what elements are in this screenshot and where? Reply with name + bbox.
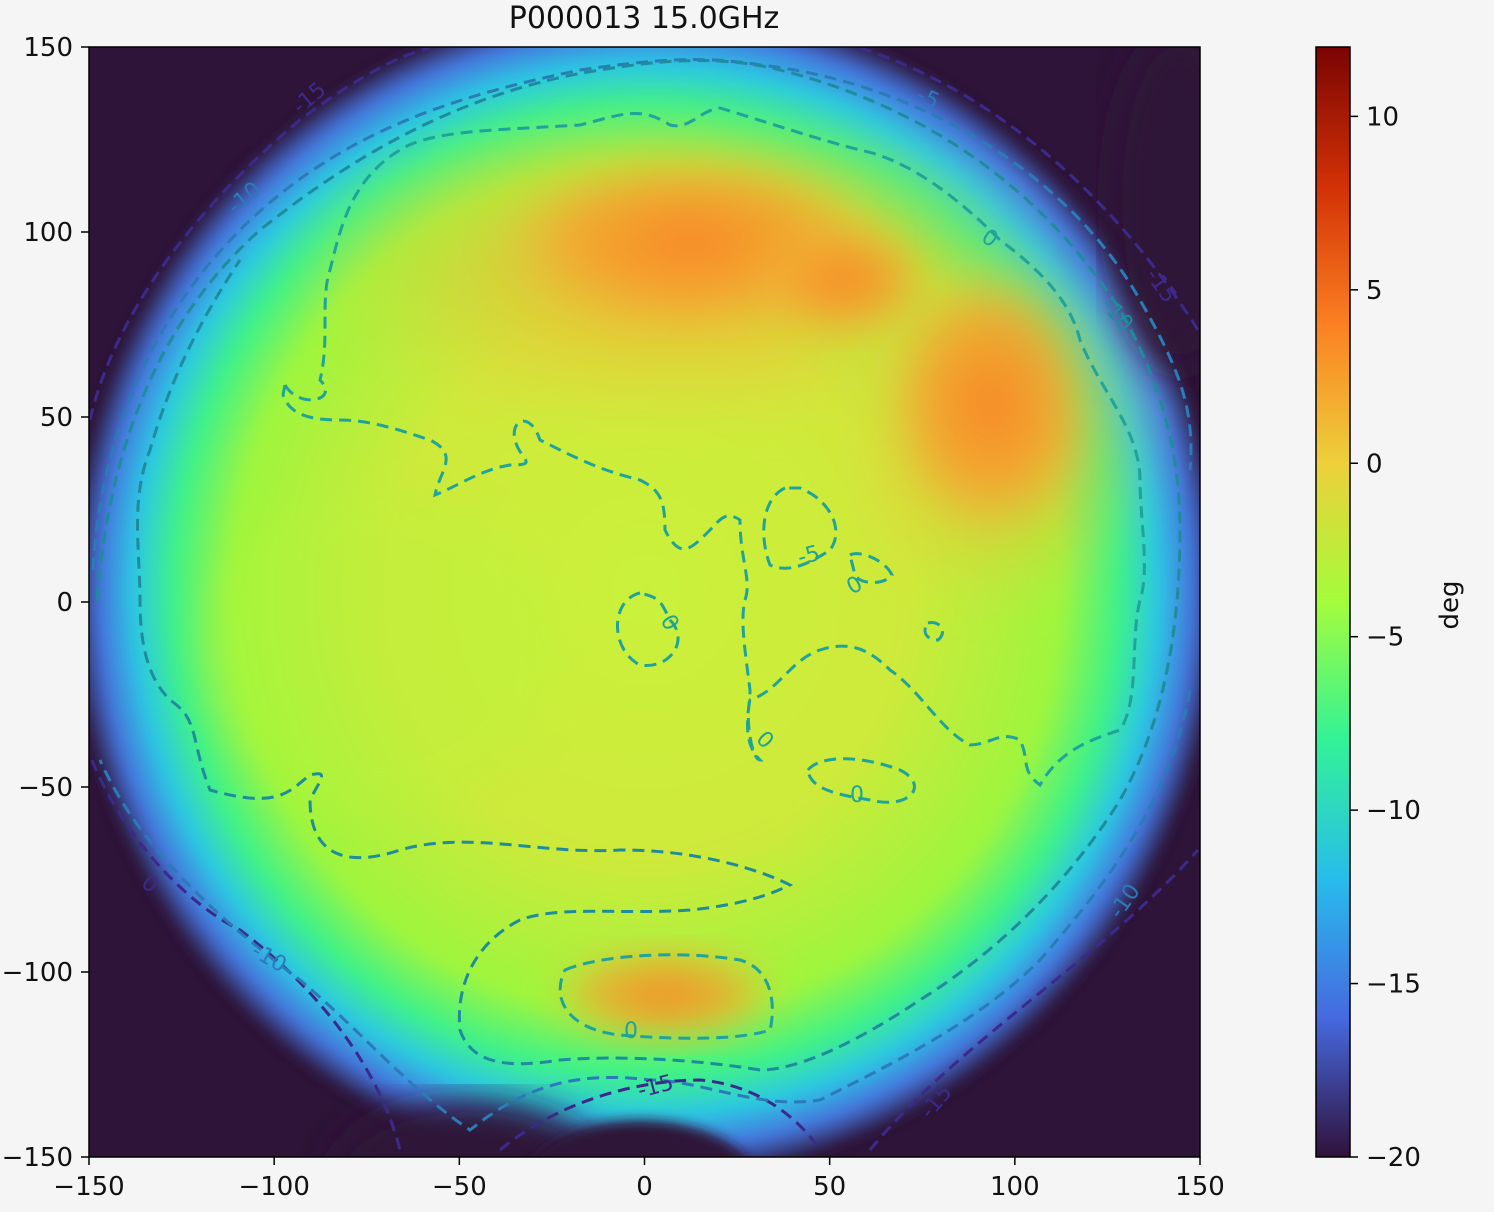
contour-0-island-f — [558, 953, 774, 1040]
y-tick-label: 150 — [23, 33, 73, 63]
colorbar-tick-label: 10 — [1366, 102, 1399, 132]
heatmap-field — [89, 47, 1200, 1157]
contour-0-island-e — [806, 757, 916, 804]
contour-label: 0 — [624, 1019, 638, 1044]
y-tick-label: 100 — [23, 218, 73, 248]
y-axis: 150 100 50 0 −50 −100 −150 — [2, 33, 89, 1173]
colorbar-tick-label: 5 — [1366, 276, 1383, 306]
x-tick-label: −100 — [238, 1172, 309, 1202]
chart-title: P000013 15.0GHz — [509, 1, 780, 36]
x-axis: −150 −100 −50 0 50 100 150 — [53, 1157, 1225, 1202]
y-tick-label: 0 — [56, 588, 73, 618]
contour-0-island-b — [762, 486, 838, 570]
contour-minus10-outer — [91, 58, 1193, 1132]
contour-0-top — [281, 106, 1146, 788]
contour-minus5 — [95, 59, 1182, 1072]
y-tick-label: −150 — [2, 1143, 73, 1173]
x-tick-label: 100 — [990, 1172, 1040, 1202]
contour-label: 0 — [850, 783, 864, 808]
x-tick-label: −50 — [432, 1172, 487, 1202]
colorbar-tick-label: 0 — [1366, 449, 1383, 479]
contour-0-island-c — [848, 552, 894, 584]
plot-area: -15 -10 -5 0 -15 -10 -5 0 0 0 0 0 0 -10 … — [89, 47, 1200, 1157]
colorbar-tick-label: −15 — [1366, 970, 1421, 1000]
contour-minus15-bottom — [90, 759, 1200, 1152]
contour-lines — [89, 47, 1200, 1152]
colorbar-label: deg — [1435, 580, 1465, 629]
colorbar — [1315, 46, 1351, 1158]
y-tick-label: 50 — [40, 403, 73, 433]
contour-minus15-top — [89, 47, 1200, 421]
contour-0-island-a — [616, 591, 680, 667]
x-tick-label: 0 — [636, 1172, 653, 1202]
y-tick-label: −50 — [18, 773, 73, 803]
colorbar-axis: 10 5 0 −5 −10 −15 −20 — [1350, 102, 1421, 1173]
contour-0-island-d — [923, 621, 944, 642]
y-tick-label: −100 — [2, 958, 73, 988]
colorbar-tick-label: −20 — [1366, 1143, 1421, 1173]
x-tick-label: 50 — [813, 1172, 846, 1202]
x-tick-label: 150 — [1175, 1172, 1225, 1202]
colorbar-tick-label: −5 — [1366, 623, 1404, 653]
colorbar-tick-label: −10 — [1366, 796, 1421, 826]
x-tick-label: −150 — [53, 1172, 124, 1202]
